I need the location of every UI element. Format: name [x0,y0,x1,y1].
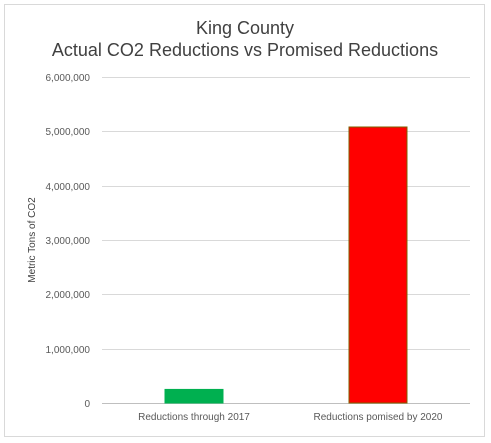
y-tick-label: 1,000,000 [46,345,91,356]
chart-title-line-2: Actual CO2 Reductions vs Promised Reduct… [52,40,438,60]
chart-title-line-1: King County [196,18,294,38]
y-tick-label: 2,000,000 [46,290,91,301]
y-axis-title: Metric Tons of CO2 [27,197,38,283]
y-axis-tick-labels: 0 1,000,000 2,000,000 3,000,000 4,000,000 5,0… [46,73,91,410]
y-tick-label: 4,000,000 [46,182,91,193]
bar-2 [348,126,408,404]
bars [164,126,408,404]
x-tick-label: Reductions through 2017 [138,412,250,423]
y-tick-label: 3,000,000 [46,236,91,247]
y-tick-label: 5,000,000 [46,127,91,138]
gridlines [102,77,470,404]
bar-1 [164,388,224,404]
x-axis-tick-labels: Reductions through 2017 Reductions pomise… [138,412,443,423]
y-tick-label: 0 [84,399,90,410]
y-tick-label: 6,000,000 [46,73,91,84]
x-tick-label: Reductions pomised by 2020 [314,412,443,423]
